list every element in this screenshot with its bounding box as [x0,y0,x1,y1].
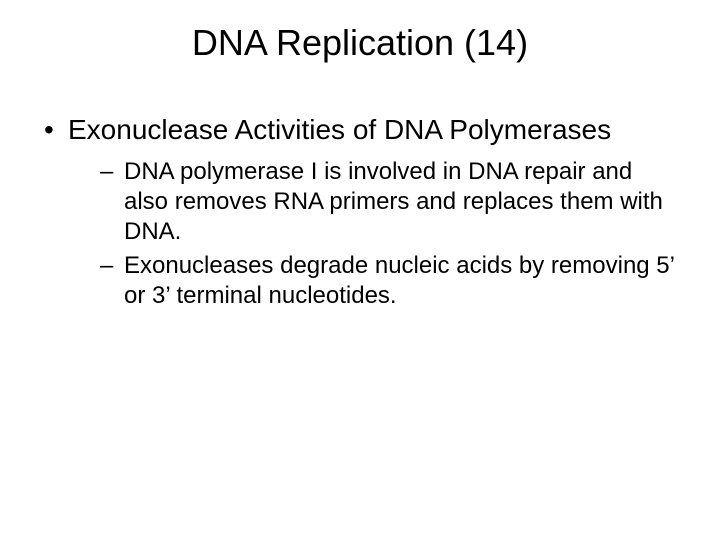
sub-bullet-text: Exonucleases degrade nucleic acids by re… [124,252,674,309]
slide: DNA Replication (14) Exonuclease Activit… [0,0,720,540]
bullet-list-level2: DNA polymerase I is involved in DNA repa… [100,157,680,311]
sub-bullet-text: DNA polymerase I is involved in DNA repa… [124,158,663,245]
sub-bullet-item: DNA polymerase I is involved in DNA repa… [100,157,680,247]
slide-content: Exonuclease Activities of DNA Polymerase… [0,64,720,311]
bullet-list-level1: Exonuclease Activities of DNA Polymerase… [40,112,680,311]
bullet-item: Exonuclease Activities of DNA Polymerase… [40,112,680,311]
sub-bullet-item: Exonucleases degrade nucleic acids by re… [100,251,680,311]
slide-title: DNA Replication (14) [0,0,720,64]
bullet-text: Exonuclease Activities of DNA Polymerase… [68,114,611,145]
